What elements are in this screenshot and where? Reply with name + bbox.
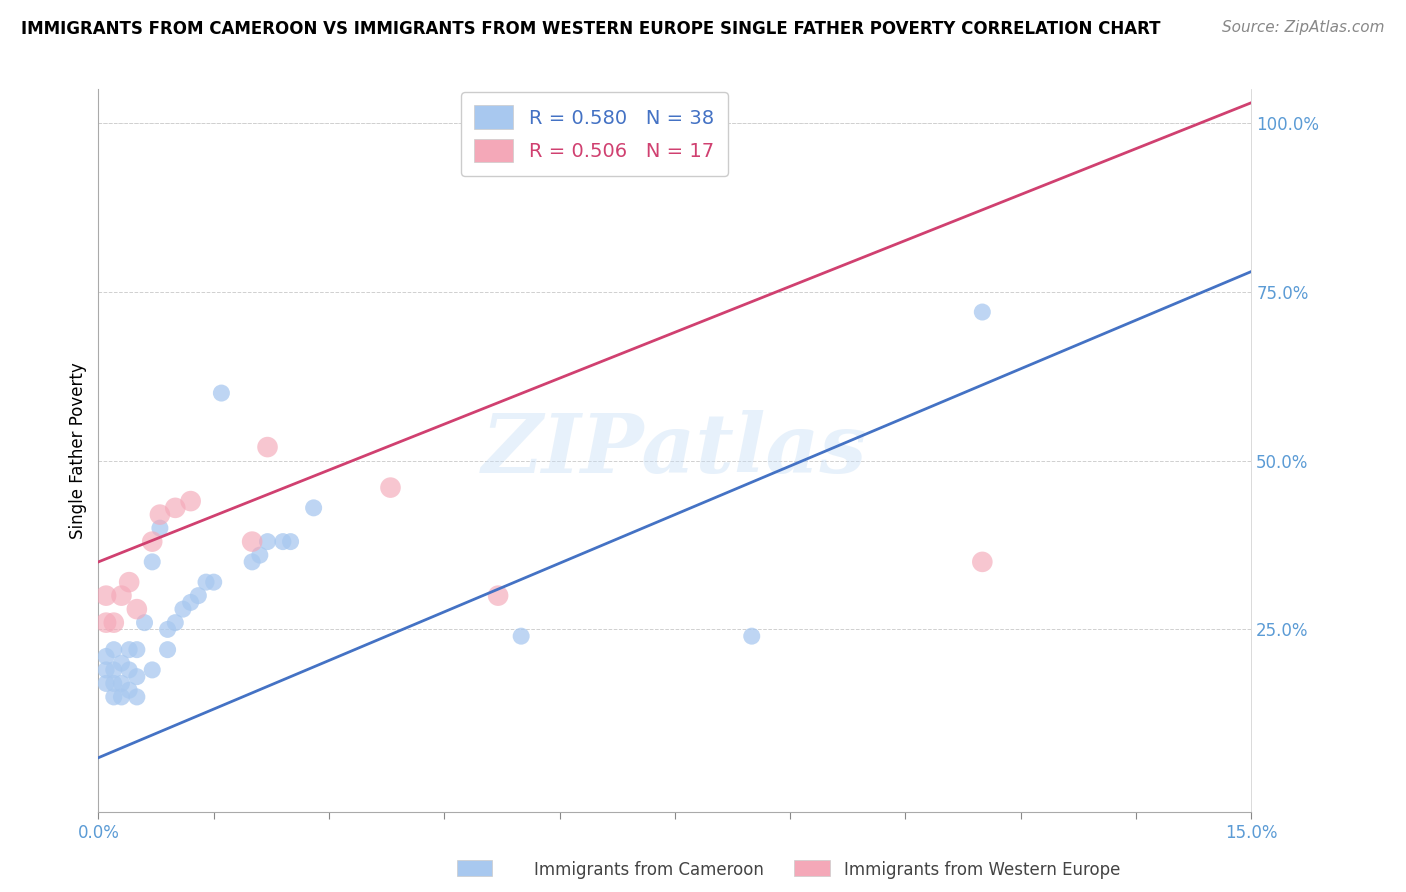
Point	[118, 575, 141, 590]
Point	[165, 615, 187, 630]
Point	[741, 629, 763, 643]
Point	[165, 500, 187, 515]
Point	[280, 534, 302, 549]
Point	[125, 670, 148, 684]
Point	[125, 642, 148, 657]
Point	[103, 615, 125, 630]
Point	[302, 500, 325, 515]
Text: IMMIGRANTS FROM CAMEROON VS IMMIGRANTS FROM WESTERN EUROPE SINGLE FATHER POVERTY: IMMIGRANTS FROM CAMEROON VS IMMIGRANTS F…	[21, 20, 1160, 37]
Point	[702, 116, 724, 130]
Point	[172, 602, 194, 616]
Point	[510, 629, 533, 643]
Point	[156, 642, 179, 657]
Point	[134, 615, 156, 630]
Point	[94, 615, 117, 630]
Text: ZIPatlas: ZIPatlas	[482, 410, 868, 491]
Point	[156, 623, 179, 637]
Point	[141, 663, 163, 677]
Point	[149, 508, 172, 522]
Point	[125, 690, 148, 704]
Point	[103, 690, 125, 704]
Point	[202, 575, 225, 590]
Point	[94, 676, 117, 690]
Point	[125, 602, 148, 616]
Point	[180, 494, 202, 508]
Point	[380, 481, 402, 495]
Point	[256, 440, 278, 454]
Point	[180, 595, 202, 609]
Y-axis label: Single Father Poverty: Single Father Poverty	[69, 362, 87, 539]
Point	[240, 555, 263, 569]
Point	[972, 555, 994, 569]
Point	[486, 589, 509, 603]
Point	[256, 534, 278, 549]
Point	[271, 534, 294, 549]
Text: Source: ZipAtlas.com: Source: ZipAtlas.com	[1222, 20, 1385, 35]
Point	[110, 676, 132, 690]
Point	[240, 534, 263, 549]
Point	[110, 589, 132, 603]
Point	[110, 690, 132, 704]
Point	[103, 642, 125, 657]
Point	[94, 649, 117, 664]
Point	[110, 656, 132, 670]
Point	[972, 305, 994, 319]
Text: Immigrants from Cameroon: Immigrants from Cameroon	[534, 861, 763, 879]
Point	[195, 575, 218, 590]
Point	[209, 386, 232, 401]
Point	[187, 589, 209, 603]
Point	[118, 642, 141, 657]
Point	[94, 589, 117, 603]
Point	[118, 683, 141, 698]
Point	[103, 663, 125, 677]
Point	[94, 663, 117, 677]
Legend: R = 0.580   N = 38, R = 0.506   N = 17: R = 0.580 N = 38, R = 0.506 N = 17	[461, 92, 727, 176]
Point	[249, 548, 271, 562]
Text: Immigrants from Western Europe: Immigrants from Western Europe	[844, 861, 1121, 879]
Point	[118, 663, 141, 677]
Point	[141, 534, 163, 549]
Point	[149, 521, 172, 535]
Point	[586, 116, 609, 130]
Point	[141, 555, 163, 569]
Point	[103, 676, 125, 690]
